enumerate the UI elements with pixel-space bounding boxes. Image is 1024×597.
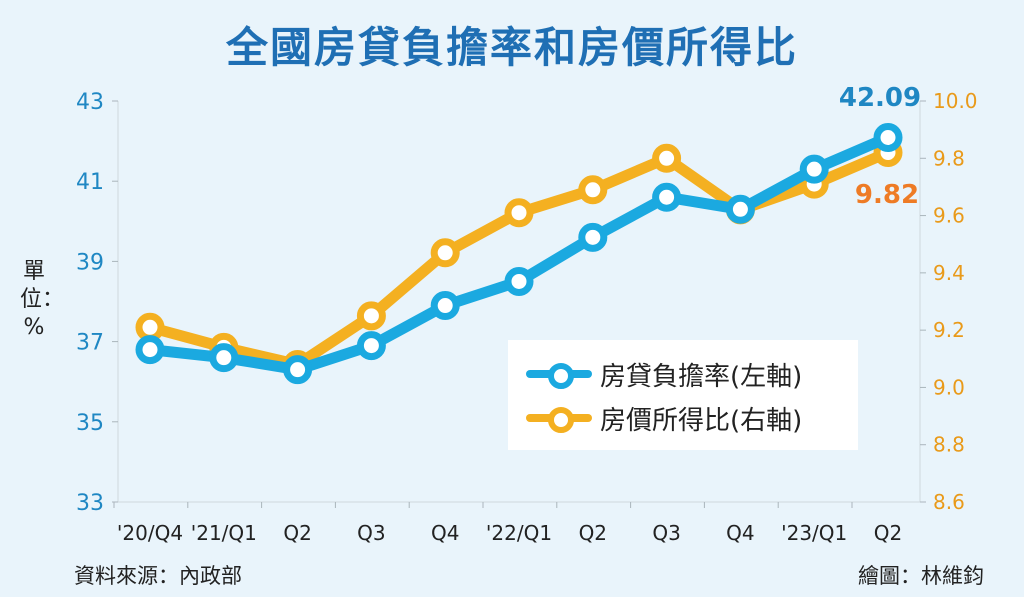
data-point-price-income bbox=[135, 312, 165, 342]
end-label-price-income: 9.82 bbox=[855, 180, 919, 210]
data-point-loan-burden bbox=[799, 154, 829, 184]
data-point-loan-burden bbox=[725, 194, 755, 224]
data-point-loan-burden bbox=[504, 266, 534, 296]
left-tick-label: 35 bbox=[76, 411, 104, 436]
data-point-loan-burden bbox=[209, 343, 239, 373]
data-point-price-income bbox=[652, 143, 682, 173]
series-line-loan-burden bbox=[144, 131, 894, 376]
end-label-loan-burden: 42.09 bbox=[839, 83, 921, 113]
left-tick-label: 39 bbox=[76, 250, 104, 275]
right-tick-label: 10.0 bbox=[933, 89, 978, 113]
data-point-loan-burden bbox=[283, 355, 313, 385]
data-point-loan-burden bbox=[578, 222, 608, 252]
left-tick-label: 33 bbox=[76, 491, 104, 516]
legend: 房貸負擔率(左軸) 房價所得比(右軸) bbox=[508, 340, 858, 450]
data-point-price-income bbox=[430, 238, 460, 268]
left-tick-label: 43 bbox=[76, 90, 104, 115]
data-point-loan-burden bbox=[430, 291, 460, 321]
right-tick-label: 9.0 bbox=[933, 375, 965, 399]
data-point-loan-burden bbox=[873, 122, 903, 152]
data-point-price-income bbox=[578, 175, 608, 205]
x-tick-label: Q2 bbox=[579, 521, 607, 545]
data-point-loan-burden bbox=[652, 182, 682, 212]
x-tick-label: Q2 bbox=[874, 521, 902, 545]
legend-item-loan-burden: 房貸負擔率(左軸) bbox=[526, 354, 802, 394]
right-tick-label: 8.8 bbox=[933, 433, 965, 457]
legend-item-price-income: 房價所得比(右軸) bbox=[526, 398, 802, 438]
data-point-price-income bbox=[504, 198, 534, 228]
right-tick-label: 9.8 bbox=[933, 146, 965, 170]
credit-note: 繪圖：林維鈞 bbox=[858, 564, 984, 588]
data-point-price-income bbox=[356, 301, 386, 331]
right-tick-label: 9.2 bbox=[933, 318, 965, 342]
x-tick-label: Q3 bbox=[652, 521, 680, 545]
legend-label-price-income: 房價所得比(右軸) bbox=[600, 405, 803, 436]
legend-swatch-blue bbox=[526, 362, 592, 389]
right-tick-label: 9.6 bbox=[933, 204, 965, 228]
legend-label-loan-burden: 房貸負擔率(左軸) bbox=[600, 361, 803, 392]
x-tick-label: Q2 bbox=[283, 521, 311, 545]
x-tick-label: '22/Q1 bbox=[486, 521, 552, 545]
x-tick-label: '21/Q1 bbox=[191, 521, 257, 545]
data-point-loan-burden bbox=[135, 335, 165, 365]
left-tick-label: 37 bbox=[76, 331, 104, 356]
right-tick-label: 8.6 bbox=[933, 490, 965, 514]
left-tick-label: 41 bbox=[76, 170, 104, 195]
legend-swatch-orange bbox=[526, 406, 592, 433]
x-tick-label: Q4 bbox=[726, 521, 754, 545]
x-tick-label: Q4 bbox=[431, 521, 459, 545]
x-tick-label: '23/Q1 bbox=[781, 521, 847, 545]
x-tick-label: '20/Q4 bbox=[117, 521, 183, 545]
data-point-loan-burden bbox=[356, 331, 386, 361]
right-tick-label: 9.4 bbox=[933, 261, 965, 285]
unit-label: 單位：% bbox=[20, 259, 65, 340]
chart-title: 全國房貸負擔率和房價所得比 bbox=[225, 23, 798, 72]
x-tick-label: Q3 bbox=[357, 521, 385, 545]
source-note: 資料來源：內政部 bbox=[74, 564, 242, 588]
